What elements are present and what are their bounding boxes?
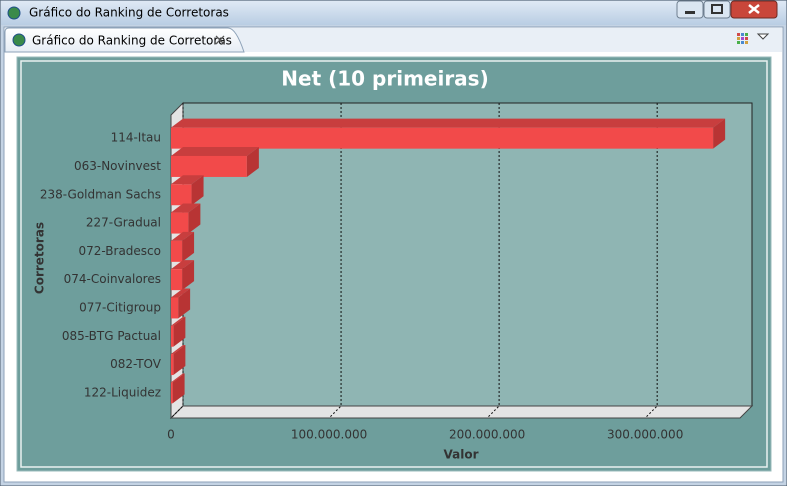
- title-bar: [1, 1, 786, 25]
- bar-top: [171, 288, 191, 298]
- x-tick-label: 100.000.000: [291, 428, 367, 442]
- tab-close[interactable]: [215, 35, 225, 45]
- bar: [171, 155, 247, 177]
- bar-top: [171, 118, 726, 128]
- y-tick-label: 238-Goldman Sachs: [40, 187, 161, 201]
- bar-side: [182, 231, 195, 262]
- bar: [171, 184, 192, 206]
- window-title: Gráfico do Ranking de Corretoras: [29, 6, 229, 20]
- bar-side: [172, 373, 185, 404]
- bar-side: [178, 288, 191, 319]
- bar-top: [171, 231, 195, 241]
- view-menu-icon[interactable]: [737, 33, 748, 44]
- chart: Net (10 primeiras) Corretoras Valor 0 100.00…: [33, 67, 754, 462]
- bar: [171, 382, 173, 404]
- bar: [171, 354, 174, 376]
- bar-top: [171, 203, 201, 213]
- minimize-button[interactable]: [676, 0, 704, 19]
- bar: [171, 297, 179, 319]
- x-tick-label: 300.000.000: [607, 428, 683, 442]
- bar-side: [182, 260, 195, 291]
- bar: [171, 127, 714, 149]
- bar-side: [191, 175, 204, 206]
- bar-side: [713, 118, 726, 149]
- grid-line: [486, 103, 500, 419]
- x-tick-label: 200.000.000: [449, 428, 525, 442]
- y-tick-label: 074-Coinvalores: [64, 272, 161, 286]
- y-tick-label: 063-Novinvest: [74, 159, 161, 173]
- y-tick-label: 114-Itau: [111, 131, 161, 145]
- bar-top: [171, 373, 185, 383]
- tab[interactable]: [4, 27, 245, 53]
- minimize-icon: [685, 11, 695, 14]
- view-menu-arrow[interactable]: [756, 33, 770, 40]
- chart-border: [20, 60, 768, 468]
- close-icon: [748, 4, 760, 14]
- bar-side: [246, 146, 259, 177]
- maximize-icon: [711, 4, 723, 14]
- bar-top: [171, 316, 186, 326]
- y-tick-label: 085-BTG Pactual: [62, 329, 161, 343]
- y-tick-label: 082-TOV: [110, 357, 162, 371]
- tab-title: Gráfico do Ranking de Corretoras: [32, 34, 232, 48]
- grid-line: [328, 103, 342, 419]
- y-tick-label: 077-Citigroup: [79, 300, 161, 314]
- bar: [171, 212, 189, 234]
- grid-line: [644, 103, 658, 419]
- maximize-button[interactable]: [703, 0, 731, 19]
- y-tick-label: 122-Liquidez: [84, 385, 161, 399]
- y-tick-label: 227-Gradual: [86, 216, 161, 230]
- bar: [171, 240, 183, 262]
- app-icon: [7, 6, 21, 20]
- tab-icon: [12, 33, 26, 47]
- bar-top: [171, 146, 259, 156]
- bar-side: [188, 203, 201, 234]
- bar-top: [171, 345, 186, 355]
- bar: [171, 269, 183, 291]
- y-tick-label: 072-Bradesco: [78, 244, 161, 258]
- floor: [169, 405, 754, 419]
- bar-side: [173, 345, 186, 376]
- bar-top: [171, 175, 204, 185]
- y-axis-label: Corretoras: [33, 222, 47, 294]
- bar-top: [171, 260, 195, 270]
- bar: [171, 325, 174, 347]
- chart-title: Net (10 primeiras): [281, 67, 488, 91]
- x-axis-label: Valor: [443, 448, 478, 462]
- x-tick-label: 0: [167, 428, 175, 442]
- bar-side: [173, 316, 186, 347]
